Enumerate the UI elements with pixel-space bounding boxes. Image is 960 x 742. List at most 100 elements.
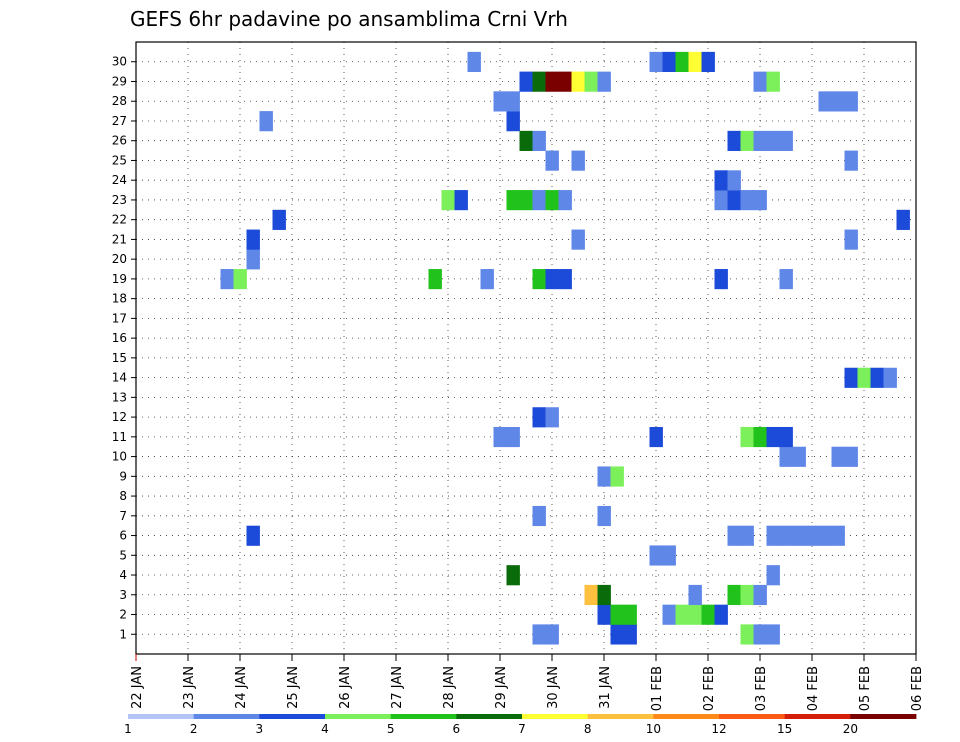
heatmap-cell: [701, 604, 715, 625]
y-tick-label: 28: [112, 94, 127, 108]
colorbar-swatch: [522, 714, 589, 719]
heatmap-cell: [662, 604, 676, 625]
heatmap-cell: [545, 269, 559, 290]
y-tick-label: 1: [119, 627, 127, 641]
x-tick-label: 02 FEB: [702, 666, 717, 711]
y-tick-label: 3: [119, 588, 127, 602]
heatmap-cell: [792, 446, 806, 467]
x-tick-label: 22 JAN: [130, 666, 145, 709]
x-tick-label: 03 FEB: [754, 666, 769, 711]
x-tick-label: 31 JAN: [598, 666, 613, 709]
heatmap-cell: [844, 229, 858, 250]
x-tick-label: 01 FEB: [650, 666, 665, 711]
plot-frame: [135, 41, 917, 655]
x-tick-label: 05 FEB: [858, 666, 873, 711]
heatmap-cell: [259, 111, 273, 132]
colorbar-swatch: [128, 714, 195, 719]
x-tick-label: 25 JAN: [286, 666, 301, 709]
colorbar-swatch: [784, 714, 851, 719]
y-tick-label: 2: [119, 608, 127, 622]
y-tick-label: 8: [119, 489, 127, 503]
colorbar-swatch: [193, 714, 260, 719]
heatmap-cell: [584, 71, 598, 92]
y-tick-label: 22: [112, 213, 127, 227]
y-tick-label: 20: [112, 252, 127, 266]
heatmap-cell: [558, 190, 572, 211]
colorbar-swatch: [456, 714, 523, 719]
heatmap-cell: [246, 249, 260, 270]
y-tick-label: 23: [112, 193, 127, 207]
heatmap-cell: [545, 190, 559, 211]
heatmap-cell: [844, 91, 858, 112]
colorbar-label: 8: [584, 722, 592, 736]
colorbar-label: 3: [256, 722, 264, 736]
heatmap-cell: [675, 51, 689, 73]
heatmap-cell: [779, 130, 793, 151]
colorbar-label: 10: [646, 722, 661, 736]
heatmap-cell: [831, 525, 845, 546]
heatmap-cell: [740, 190, 754, 211]
heatmap-cell: [597, 466, 611, 487]
heatmap-cell: [753, 426, 767, 448]
heatmap-cell: [519, 71, 533, 92]
x-tick-label: 26 JAN: [338, 666, 353, 709]
y-tick-label: 11: [112, 430, 127, 444]
colorbar-label: 15: [777, 722, 792, 736]
heatmap-cell: [675, 604, 689, 625]
y-tick-label: 15: [112, 351, 127, 365]
heatmap-cell: [558, 71, 572, 92]
heatmap-cell: [701, 51, 715, 73]
heatmap-cell: [714, 170, 728, 191]
y-tick-label: 25: [112, 153, 127, 167]
heatmap-cell: [779, 426, 793, 448]
heatmap-cell: [597, 584, 611, 606]
heatmap-cell: [428, 269, 442, 290]
heatmap-cell: [571, 71, 585, 92]
y-tick-label: 21: [112, 232, 127, 246]
x-axis: 22 JAN 23 JAN 24 JAN 25 JAN 26 JAN 27 JAN 28 J…: [130, 654, 925, 711]
x-tick-label: 28 JAN: [442, 666, 457, 709]
y-tick-label: 6: [119, 529, 127, 543]
colorbar-label: 2: [190, 722, 198, 736]
y-axis: 1234567891011121314151617181920212223242…: [112, 55, 136, 641]
colorbar-swatch: [653, 714, 720, 719]
chart-title: GEFS 6hr padavine po ansamblima Crni Vrh: [130, 7, 568, 31]
y-tick-label: 16: [112, 331, 127, 345]
colorbar-label: 1: [124, 722, 132, 736]
heatmap-cell: [441, 190, 455, 211]
colorbar-label: 5: [387, 722, 395, 736]
heatmap-cell: [532, 71, 546, 92]
colorbar-swatch: [390, 714, 457, 719]
heatmap-cell: [857, 367, 871, 388]
colorbar-label: 20: [843, 722, 858, 736]
heatmap-cell: [740, 525, 754, 546]
heatmap-cell: [779, 269, 793, 290]
heatmap-cell: [740, 426, 754, 448]
heatmap-cell: [727, 170, 741, 191]
heatmap-cell: [493, 426, 507, 448]
x-tick-label: 24 JAN: [234, 666, 249, 709]
heatmap-cell: [545, 71, 559, 92]
y-tick-label: 18: [112, 292, 127, 306]
y-tick-label: 7: [119, 509, 127, 523]
heatmap-cell: [597, 505, 611, 527]
heatmap-cell: [246, 229, 260, 250]
y-tick-label: 13: [112, 390, 127, 404]
heatmap-cell: [506, 190, 520, 211]
heatmap-cell: [610, 624, 624, 645]
heatmap-cell: [623, 604, 637, 625]
heatmap-cell: [532, 407, 546, 428]
heatmap-cell: [662, 545, 676, 566]
heatmap-cell: [480, 269, 494, 290]
colorbar-swatch: [850, 714, 917, 719]
heatmap-cell: [545, 407, 559, 428]
y-tick-label: 29: [112, 74, 127, 88]
heatmap-cell: [727, 130, 741, 151]
colorbar-swatch: [325, 714, 392, 719]
heatmap-cell: [220, 269, 234, 290]
heatmap-cell: [506, 565, 520, 586]
heatmap-cell: [714, 190, 728, 211]
y-tick-label: 12: [112, 410, 127, 424]
heatmap-cell: [753, 584, 767, 606]
heatmap-cell: [727, 190, 741, 211]
